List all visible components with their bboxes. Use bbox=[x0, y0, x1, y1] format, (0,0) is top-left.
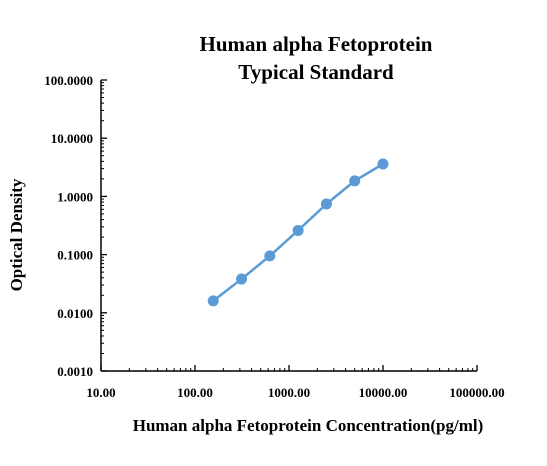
axes bbox=[100, 79, 478, 372]
x-tick-label: 100.00 bbox=[177, 385, 213, 400]
y-axis-label: Optical Density bbox=[7, 178, 26, 291]
y-tick-label: 100.0000 bbox=[44, 73, 93, 88]
y-tick-label: 0.0100 bbox=[57, 306, 93, 321]
y-tick-label: 0.1000 bbox=[57, 248, 93, 263]
data-point bbox=[377, 158, 389, 170]
x-tick-label: 1000.00 bbox=[268, 385, 310, 400]
x-axis-label: Human alpha Fetoprotein Concentration(pg… bbox=[133, 416, 484, 435]
chart-title-line-2: Typical Standard bbox=[238, 60, 394, 84]
x-tick-label: 10.00 bbox=[86, 385, 115, 400]
y-tick-label: 10.0000 bbox=[51, 131, 93, 146]
series bbox=[207, 158, 389, 307]
chart-title-line-1: Human alpha Fetoprotein bbox=[200, 32, 433, 56]
data-point bbox=[264, 250, 276, 262]
data-point bbox=[207, 295, 219, 307]
y-tick-label: 0.0010 bbox=[57, 364, 93, 379]
x-tick-label: 100000.00 bbox=[449, 385, 504, 400]
x-tick-label: 10000.00 bbox=[359, 385, 408, 400]
y-tick-label: 1.0000 bbox=[57, 189, 93, 204]
data-point bbox=[236, 273, 248, 285]
data-point bbox=[349, 175, 361, 187]
data-point bbox=[320, 198, 332, 210]
x-tick-labels: 10.00 100.00 1000.00 10000.00 100000.00 bbox=[86, 385, 504, 400]
y-tick-labels: 0.0010 0.0100 0.1000 1.0000 10.0000 100.0000 bbox=[44, 73, 93, 379]
data-point bbox=[292, 224, 304, 236]
